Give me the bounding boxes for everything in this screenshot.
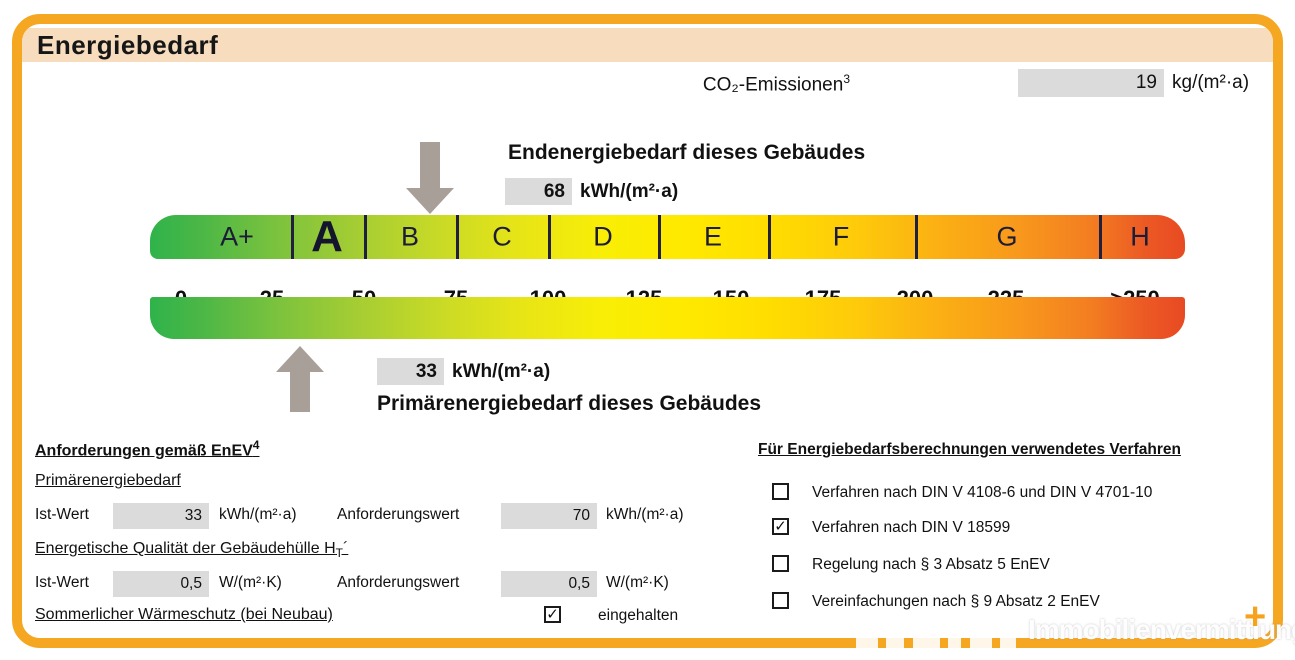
method-label: Regelung nach § 3 Absatz 5 EnEV [812, 556, 1050, 573]
scale-letter-f: F [832, 221, 850, 252]
watermark-plus-icon: + [1244, 596, 1267, 638]
check-mark: ✓ [774, 518, 787, 535]
watermark-block [856, 636, 878, 648]
anf-value-envelope: 0,5 [568, 575, 590, 592]
method-label: Vereinfachungen nach § 9 Absatz 2 EnEV [812, 593, 1100, 610]
method-checkbox-din4108[interactable] [772, 483, 789, 500]
ist-value-box-primary[interactable]: 33 [113, 503, 209, 529]
method-checkbox-regelung[interactable] [772, 555, 789, 572]
anf-value-box-envelope[interactable]: 0,5 [501, 571, 597, 597]
envelope-sub: T [335, 546, 343, 561]
down-arrow-shaft [420, 142, 440, 189]
down-arrow-icon [406, 188, 454, 214]
ist-wert-label-primary: Ist-Wert [35, 506, 89, 523]
section-envelope: Energetische Qualität der Gebäudehülle H… [35, 540, 348, 560]
ist-unit-primary: kWh/(m²·a) [219, 506, 297, 523]
watermark-block [1000, 636, 1016, 648]
requirements-heading: Anforderungen gemäß EnEV4 [35, 438, 259, 460]
ist-value-box-envelope[interactable]: 0,5 [113, 571, 209, 597]
co2-value-box[interactable]: 19 [1018, 69, 1164, 97]
method-label: Verfahren nach DIN V 4108-6 und DIN V 47… [812, 484, 1153, 501]
scale-letter-a-current: A [311, 212, 343, 261]
scale-letter-c: C [492, 221, 512, 252]
end-energy-value: 68 [543, 180, 565, 202]
primary-energy-heading: Primärenergiebedarf dieses Gebäudes [377, 392, 761, 415]
ist-unit-envelope: W/(m²·K) [219, 574, 282, 591]
co2-label-text: CO₂-Emissionen [702, 74, 844, 96]
section-summer: Sommerlicher Wärmeschutz (bei Neubau) [35, 606, 333, 623]
envelope-prime: ´ [342, 540, 349, 557]
scale-divider [915, 215, 918, 259]
end-energy-unit: kWh/(m²·a) [580, 181, 679, 202]
requirements-heading-text: Anforderungen gemäß EnEV [35, 442, 253, 460]
scale-letter-b: B [400, 221, 420, 252]
requirements-footnote: 4 [252, 438, 260, 452]
methods-heading: Für Energiebedarfsberechnungen verwendet… [758, 441, 1181, 458]
co2-emissions-label: CO₂-Emissionen3 [560, 72, 850, 96]
scale-letter-g: G [996, 221, 1018, 252]
page-title: Energiebedarf [37, 30, 219, 60]
method-checkbox-din18599[interactable]: ✓ [772, 518, 789, 535]
primary-energy-value-box[interactable]: 33 [377, 358, 444, 385]
watermark-text: Immobilienvermittlung [1028, 614, 1295, 645]
anforderungswert-label-envelope: Anforderungswert [337, 574, 460, 591]
summer-checkbox[interactable]: ✓ [544, 606, 561, 623]
up-arrow-shaft [290, 371, 310, 412]
scale-divider [364, 215, 367, 259]
scale-divider [291, 215, 294, 259]
watermark-block [886, 636, 904, 648]
end-energy-value-box[interactable]: 68 [505, 178, 572, 205]
scale-letter-a-plus: A+ [220, 221, 254, 252]
anf-value-box-primary[interactable]: 70 [501, 503, 597, 529]
primary-energy-unit: kWh/(m²·a) [452, 361, 551, 382]
scale-letter-e: E [703, 221, 723, 252]
check-mark: ✓ [546, 606, 559, 623]
method-label: Verfahren nach DIN V 18599 [812, 519, 1011, 536]
co2-footnote: 3 [843, 72, 850, 86]
energy-scale-bar: A+ A B C D E F G H [150, 212, 1185, 261]
method-checkbox-vereinfachungen[interactable] [772, 592, 789, 609]
co2-unit: kg/(m²·a) [1172, 72, 1250, 93]
eingehalten-label: eingehalten [598, 607, 679, 624]
anf-unit-primary: kWh/(m²·a) [606, 506, 684, 523]
scale-letter-h: H [1130, 221, 1150, 252]
watermark-block [913, 636, 940, 648]
primary-energy-value: 33 [415, 360, 437, 382]
section-primary-energy: Primärenergiebedarf [35, 472, 181, 489]
title-strip [22, 28, 1273, 62]
scale-divider [548, 215, 551, 259]
envelope-text: Energetische Qualität der Gebäudehülle H [35, 540, 336, 557]
end-energy-heading: Endenergiebedarf dieses Gebäudes [508, 141, 866, 164]
ist-value-envelope: 0,5 [180, 575, 202, 592]
watermark-block [970, 636, 992, 648]
scale-divider [658, 215, 661, 259]
watermark-block [948, 636, 961, 648]
scale-divider [456, 215, 459, 259]
scale-letter-d: D [593, 221, 613, 252]
anf-unit-envelope: W/(m²·K) [606, 574, 669, 591]
up-arrow-icon [276, 346, 324, 372]
anforderungswert-label-primary: Anforderungswert [337, 506, 460, 523]
ist-wert-label-envelope: Ist-Wert [35, 574, 89, 591]
scale-divider [1099, 215, 1102, 259]
scale-divider [768, 215, 771, 259]
gradient-bar [150, 297, 1185, 339]
co2-value: 19 [1135, 72, 1157, 93]
certificate-frame: Energiebedarf CO₂-Emissionen3 19 kg/(m²·… [12, 14, 1283, 648]
ist-value-primary: 33 [184, 507, 202, 524]
anf-value-primary: 70 [572, 507, 590, 524]
